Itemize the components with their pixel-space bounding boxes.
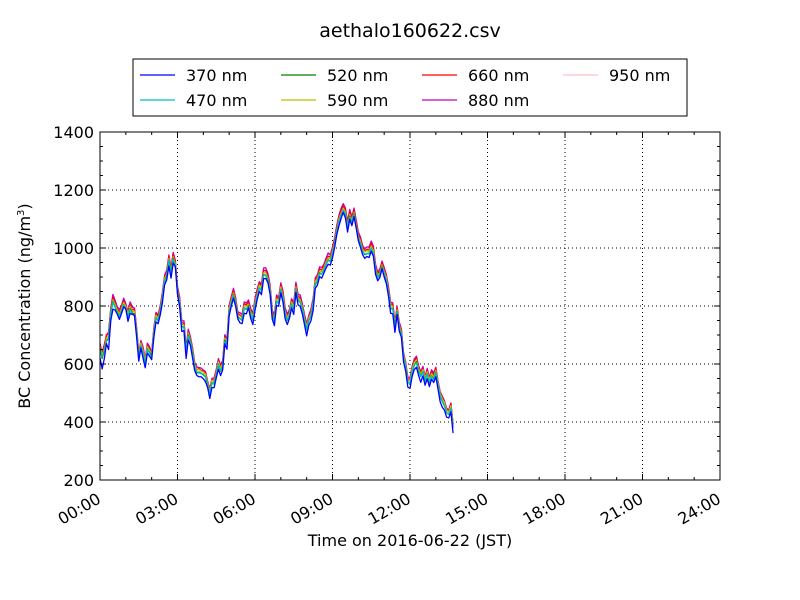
chart-title: aethalo160622.csv [319, 20, 501, 42]
legend-label: 520 nm [327, 66, 388, 85]
grid-lines [100, 132, 720, 480]
series-line-370-nm [100, 211, 454, 434]
legend-label: 950 nm [609, 66, 670, 85]
y-axis-label-tail: ) [15, 203, 34, 209]
y-tick-label: 600 [63, 355, 94, 374]
y-tick-label: 200 [63, 471, 94, 490]
legend-label: 660 nm [468, 66, 529, 85]
legend-label: 470 nm [186, 91, 247, 110]
legend-label: 880 nm [468, 91, 529, 110]
y-tick-label: 1400 [53, 123, 94, 142]
legend-label: 590 nm [327, 91, 388, 110]
y-tick-label: 800 [63, 297, 94, 316]
x-axis-label: Time on 2016-06-22 (JST) [307, 531, 512, 550]
series-lines [100, 202, 454, 434]
y-axis-label-main: BC Concentration (ng/m [15, 216, 34, 409]
legend: 370 nm 470 nm 520 nm 590 nm 660 nm 880 nm 950 … [132, 58, 688, 117]
legend-label: 370 nm [186, 66, 247, 85]
y-tick-label: 1200 [53, 181, 94, 200]
y-tick-label: 1000 [53, 239, 94, 258]
y-axis-label: BC Concentration (ng/m3) [15, 203, 34, 408]
y-tick-label: 400 [63, 413, 94, 432]
legend-frame [132, 58, 688, 117]
y-axis-label-superscript: 3 [16, 210, 27, 216]
